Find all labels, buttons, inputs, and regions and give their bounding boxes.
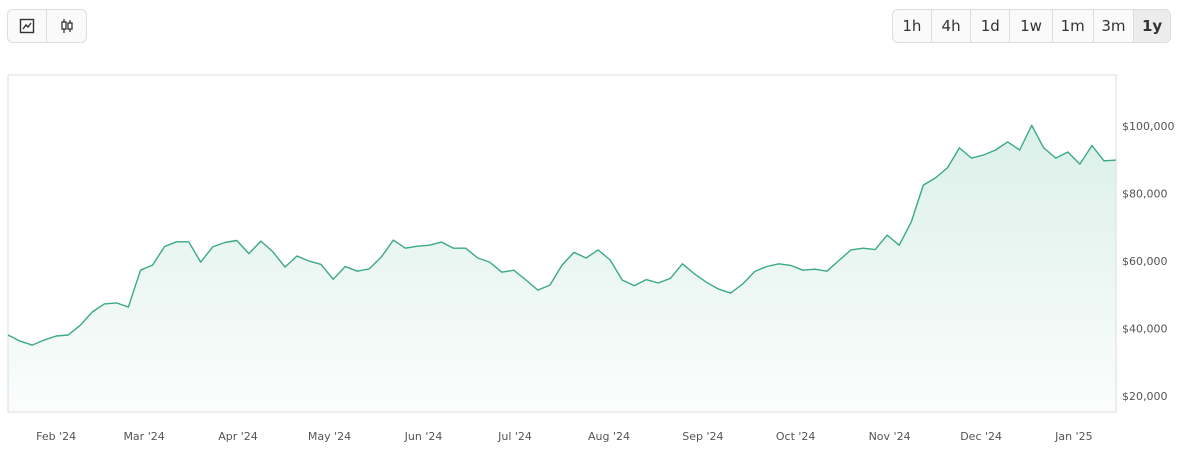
x-tick-label: May '24 <box>308 430 351 443</box>
x-tick-label: Apr '24 <box>218 430 258 443</box>
line-chart-button[interactable] <box>8 10 47 42</box>
range-button[interactable]: 1d <box>971 10 1011 42</box>
y-tick-label: $100,000 <box>1122 120 1175 133</box>
range-button[interactable]: 4h <box>932 10 972 42</box>
x-tick-label: Jul '24 <box>497 430 532 443</box>
y-tick-label: $40,000 <box>1122 323 1168 336</box>
x-tick-label: Jun '24 <box>404 430 443 443</box>
x-tick-label: Dec '24 <box>960 430 1002 443</box>
price-line <box>7 124 1117 346</box>
chart-type-toggle <box>7 9 87 43</box>
x-tick-label: Sep '24 <box>682 430 723 443</box>
x-tick-label: Nov '24 <box>869 430 911 443</box>
x-tick-label: Jan '25 <box>1054 430 1092 443</box>
range-button[interactable]: 1h <box>893 10 932 42</box>
x-tick-label: Feb '24 <box>36 430 76 443</box>
candle-chart-button[interactable] <box>47 10 86 42</box>
range-button[interactable]: 1y <box>1134 10 1170 42</box>
range-button[interactable]: 3m <box>1094 10 1135 42</box>
plot-frame <box>7 74 1117 413</box>
line-icon <box>19 18 35 34</box>
y-tick-label: $20,000 <box>1122 390 1168 403</box>
range-selector: 1h 4h 1d 1w 1m 3m 1y <box>892 9 1171 43</box>
x-tick-label: Mar '24 <box>123 430 164 443</box>
range-button[interactable]: 1w <box>1010 10 1053 42</box>
range-button[interactable]: 1m <box>1053 10 1094 42</box>
y-tick-label: $60,000 <box>1122 255 1168 268</box>
area-fill <box>8 125 1116 413</box>
x-tick-label: Oct '24 <box>776 430 816 443</box>
x-tick-label: Aug '24 <box>588 430 630 443</box>
candle-icon <box>60 19 73 33</box>
y-tick-label: $80,000 <box>1122 188 1168 201</box>
